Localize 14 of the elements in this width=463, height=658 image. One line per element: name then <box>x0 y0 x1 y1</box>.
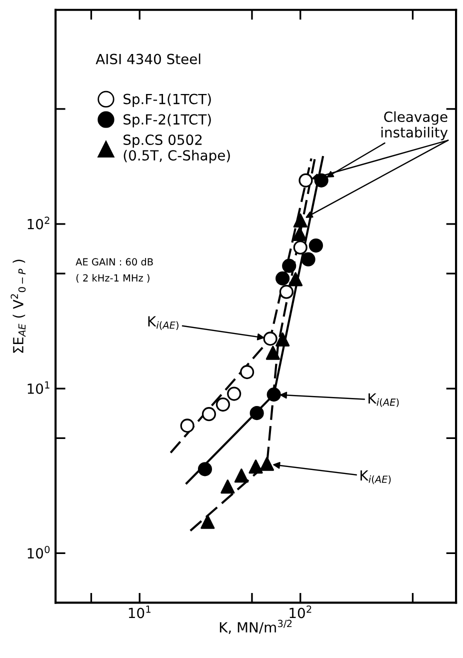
annotation: K$_{i(AE)}$ <box>360 470 391 484</box>
y-tick-label: 10$^{0}$ <box>28 546 50 559</box>
annotation: AISI 4340 Steel <box>96 54 200 64</box>
legend-label: Sp.F-2(1TCT) <box>124 114 211 128</box>
annotation: AE GAIN : 60 dB ( 2 kHz-1 MHz ) <box>76 258 153 283</box>
y-tick-label: 10$^{2}$ <box>28 216 50 230</box>
x-axis-title: K, MN/m$^{3/2}$ <box>220 620 292 634</box>
annotation: Cleavage instability <box>381 111 448 140</box>
annotation: K$_{i(AE)}$ <box>148 316 178 330</box>
y-axis-title: ΣE$_{AE}$ ( V$^{2}$$_{0−P}$ ) <box>10 260 26 353</box>
annotation: K$_{i(AE)}$ <box>368 393 399 408</box>
legend-label: Sp.CS 0502 (0.5T, C-Shape) <box>124 134 230 164</box>
legend-label: Sp.F-1(1TCT) <box>124 94 211 107</box>
y-tick-label: 10$^{1}$ <box>28 381 50 394</box>
